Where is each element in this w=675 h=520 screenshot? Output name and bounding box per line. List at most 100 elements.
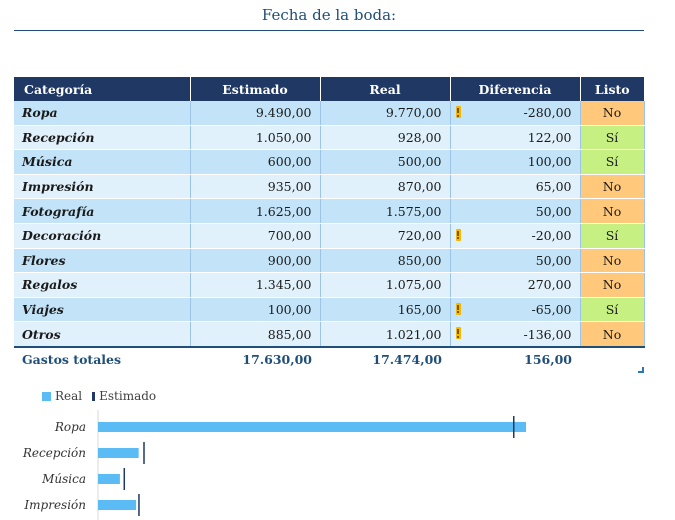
done-cell[interactable]: Sí bbox=[580, 297, 645, 323]
estimated-cell-text: 1.050,00 bbox=[255, 129, 312, 145]
category-cell-text: Flores bbox=[22, 252, 66, 268]
estimated-cell-text: 885,00 bbox=[267, 326, 312, 342]
done-cell[interactable]: No bbox=[580, 101, 645, 126]
real-bar[interactable] bbox=[98, 448, 139, 458]
difference-cell[interactable]: 270,00 bbox=[450, 272, 581, 298]
done-cell-text: No bbox=[602, 277, 622, 293]
totals-row: Gastos totales 17.630,00 17.474,00 156,0… bbox=[14, 345, 644, 372]
estimated-cell[interactable]: 1.625,00 bbox=[190, 198, 321, 224]
real-cell[interactable]: 850,00 bbox=[320, 248, 451, 274]
real-bar[interactable] bbox=[98, 500, 137, 510]
real-cell[interactable]: 720,00 bbox=[320, 223, 451, 249]
warning-icon bbox=[455, 106, 461, 118]
totals-real[interactable]: 17.474,00 bbox=[320, 345, 450, 372]
estimated-cell[interactable]: 9.490,00 bbox=[190, 101, 321, 126]
category-cell-text: Viajes bbox=[22, 302, 64, 318]
real-cell[interactable]: 870,00 bbox=[320, 174, 451, 200]
chart-category-label: Música bbox=[41, 472, 86, 486]
header-done[interactable]: Listo bbox=[580, 77, 644, 101]
estimated-cell[interactable]: 935,00 bbox=[190, 174, 321, 200]
wedding-date-title: Fecha de la boda: bbox=[261, 6, 397, 24]
totals-empty-cell[interactable] bbox=[580, 345, 644, 372]
estimated-cell[interactable]: 100,00 bbox=[190, 297, 321, 323]
difference-cell[interactable]: 100,00 bbox=[450, 149, 581, 175]
estimated-cell[interactable]: 1.345,00 bbox=[190, 272, 321, 298]
difference-cell[interactable]: -136,00 bbox=[450, 321, 581, 348]
category-cell[interactable]: Fotografía bbox=[14, 198, 191, 224]
totals-label[interactable]: Gastos totales bbox=[14, 345, 190, 372]
real-cell[interactable]: 1.075,00 bbox=[320, 272, 451, 298]
real-bar[interactable] bbox=[98, 422, 527, 432]
legend-item-estimated: Estimado bbox=[92, 389, 156, 403]
done-cell[interactable]: No bbox=[580, 272, 645, 298]
done-cell[interactable]: No bbox=[580, 198, 645, 224]
table-row: Ropa 9.490,00 9.770,00 -280,00 No bbox=[14, 101, 645, 126]
real-bar[interactable] bbox=[98, 474, 120, 484]
category-cell[interactable]: Regalos bbox=[14, 272, 191, 298]
header-estimated[interactable]: Estimado bbox=[190, 77, 321, 101]
category-cell-text: Regalos bbox=[22, 277, 78, 293]
real-cell[interactable]: 9.770,00 bbox=[320, 101, 451, 126]
estimated-cell-text: 600,00 bbox=[267, 154, 312, 170]
real-cell-text: 165,00 bbox=[397, 302, 442, 318]
real-cell[interactable]: 500,00 bbox=[320, 149, 451, 175]
header-real[interactable]: Real bbox=[320, 77, 451, 101]
warning-icon bbox=[455, 302, 461, 315]
table-row: Fotografía 1.625,00 1.575,00 50,00 No bbox=[14, 198, 645, 224]
real-cell[interactable]: 1.021,00 bbox=[320, 321, 451, 348]
done-cell[interactable]: Sí bbox=[580, 125, 645, 151]
estimated-cell[interactable]: 900,00 bbox=[190, 248, 321, 274]
category-cell[interactable]: Recepción bbox=[14, 125, 191, 151]
difference-cell-text: -20,00 bbox=[531, 228, 572, 244]
difference-cell[interactable]: 65,00 bbox=[450, 174, 581, 200]
estimated-cell[interactable]: 700,00 bbox=[190, 223, 321, 249]
done-cell[interactable]: Sí bbox=[580, 149, 645, 175]
difference-cell[interactable]: -280,00 bbox=[450, 101, 581, 126]
table-row: Otros 885,00 1.021,00 -136,00 No bbox=[14, 321, 645, 348]
done-cell[interactable]: No bbox=[580, 174, 645, 200]
legend-label-estimated: Estimado bbox=[99, 389, 157, 403]
real-cell-text: 850,00 bbox=[397, 252, 442, 268]
difference-cell-text: 270,00 bbox=[527, 277, 572, 293]
table-row: Decoración 700,00 720,00 -20,00 Sí bbox=[14, 223, 645, 249]
difference-cell[interactable]: -20,00 bbox=[450, 223, 581, 249]
header-difference[interactable]: Diferencia bbox=[450, 77, 581, 101]
category-cell[interactable]: Viajes bbox=[14, 297, 191, 323]
estimated-cell-text: 935,00 bbox=[267, 179, 312, 195]
legend-swatch-estimated bbox=[92, 391, 96, 401]
category-cell[interactable]: Decoración bbox=[14, 223, 191, 249]
totals-estimated[interactable]: 17.630,00 bbox=[190, 345, 320, 372]
difference-cell-text: -280,00 bbox=[523, 105, 572, 121]
header-category[interactable]: Categoría bbox=[14, 77, 191, 101]
legend-label-real: Real bbox=[55, 389, 83, 403]
legend-item-real: Real bbox=[42, 389, 82, 403]
estimated-cell[interactable]: 600,00 bbox=[190, 149, 321, 175]
category-cell[interactable]: Impresión bbox=[14, 174, 191, 200]
difference-cell[interactable]: -65,00 bbox=[450, 297, 581, 323]
category-cell[interactable]: Flores bbox=[14, 248, 191, 274]
category-cell-text: Ropa bbox=[22, 105, 58, 121]
category-cell[interactable]: Otros bbox=[14, 321, 191, 348]
real-cell[interactable]: 1.575,00 bbox=[320, 198, 451, 224]
estimated-cell[interactable]: 1.050,00 bbox=[190, 125, 321, 151]
category-cell-text: Decoración bbox=[22, 228, 102, 244]
difference-cell[interactable]: 122,00 bbox=[450, 125, 581, 151]
difference-cell[interactable]: 50,00 bbox=[450, 248, 581, 274]
totals-difference[interactable]: 156,00 bbox=[450, 345, 580, 372]
estimated-cell[interactable]: 885,00 bbox=[190, 321, 321, 348]
real-cell[interactable]: 928,00 bbox=[320, 125, 451, 151]
difference-cell[interactable]: 50,00 bbox=[450, 198, 581, 224]
table-resize-handle[interactable] bbox=[638, 367, 644, 373]
category-cell-text: Fotografía bbox=[22, 203, 95, 219]
done-cell[interactable]: Sí bbox=[580, 223, 645, 249]
real-cell[interactable]: 165,00 bbox=[320, 297, 451, 323]
chart-category-label: Ropa bbox=[54, 420, 86, 434]
done-cell[interactable]: No bbox=[580, 248, 645, 274]
category-cell-text: Otros bbox=[22, 326, 61, 342]
warning-icon bbox=[455, 327, 461, 340]
done-cell[interactable]: No bbox=[580, 321, 645, 348]
category-cell[interactable]: Música bbox=[14, 149, 191, 175]
category-cell[interactable]: Ropa bbox=[14, 101, 191, 126]
difference-cell-text: 122,00 bbox=[527, 129, 572, 145]
title-bar: Fecha de la boda: bbox=[14, 0, 644, 31]
